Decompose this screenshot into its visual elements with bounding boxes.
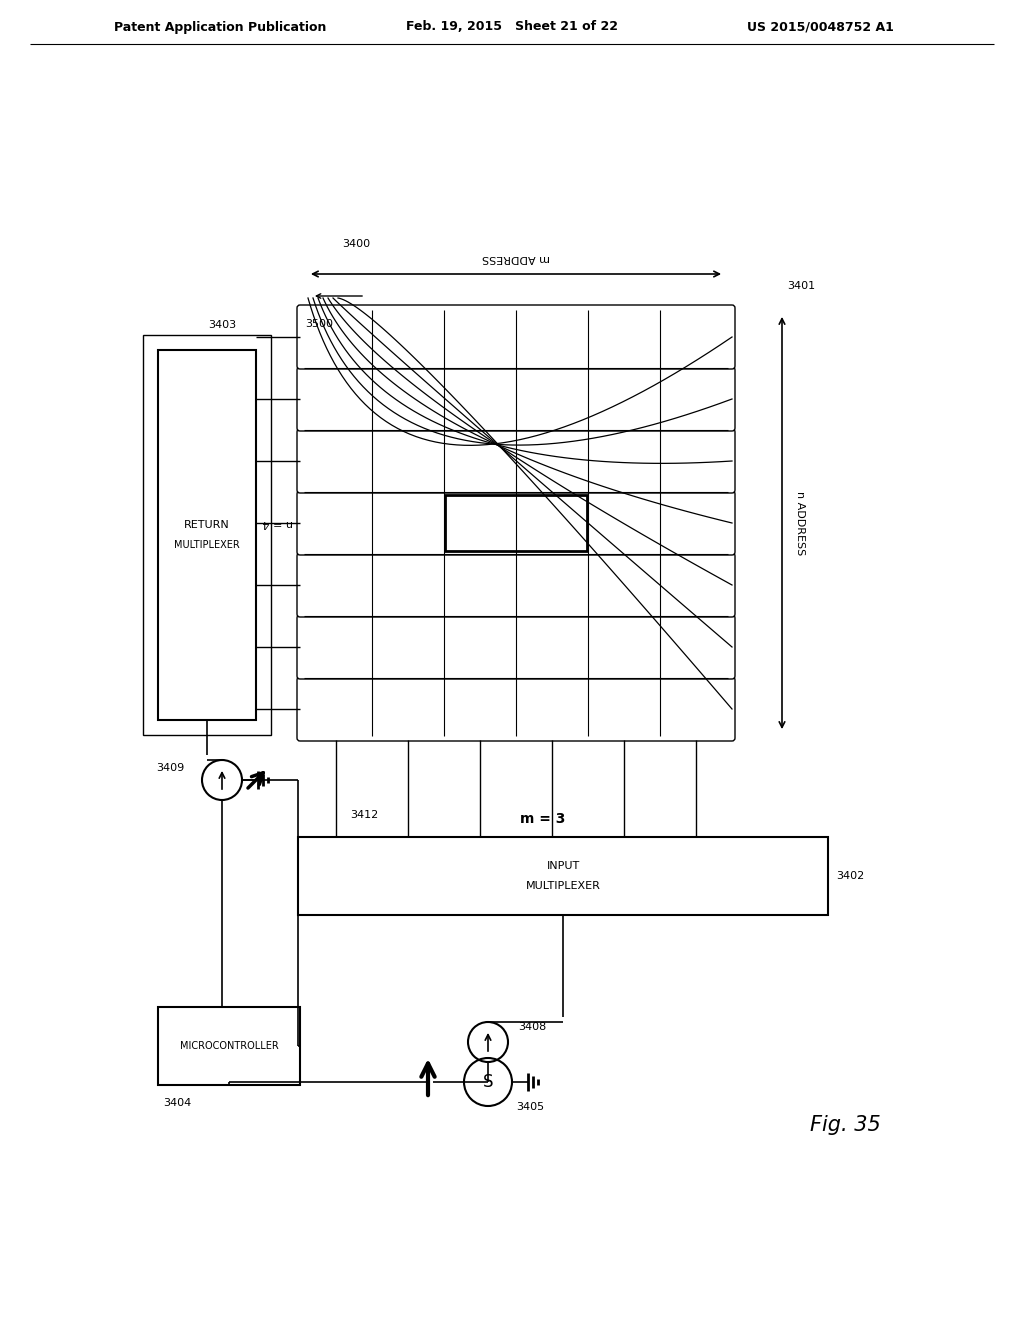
- Text: 3500: 3500: [305, 319, 333, 329]
- Text: 3409: 3409: [156, 763, 184, 774]
- Text: Feb. 19, 2015   Sheet 21 of 22: Feb. 19, 2015 Sheet 21 of 22: [406, 21, 618, 33]
- Text: Fig. 35: Fig. 35: [810, 1115, 881, 1135]
- Text: m ADDRESS: m ADDRESS: [482, 253, 550, 263]
- Text: 3403: 3403: [208, 319, 237, 330]
- Bar: [158, 350, 256, 719]
- Text: 3402: 3402: [836, 871, 864, 880]
- Text: US 2015/0048752 A1: US 2015/0048752 A1: [746, 21, 893, 33]
- Text: Patent Application Publication: Patent Application Publication: [114, 21, 327, 33]
- Text: 3401: 3401: [787, 281, 815, 290]
- FancyBboxPatch shape: [297, 305, 735, 370]
- FancyBboxPatch shape: [297, 429, 735, 492]
- FancyBboxPatch shape: [297, 367, 735, 432]
- Text: m = 3: m = 3: [520, 812, 565, 826]
- Text: 3412: 3412: [350, 810, 378, 820]
- FancyBboxPatch shape: [297, 553, 735, 616]
- Text: INPUT: INPUT: [547, 861, 580, 871]
- Bar: [298, 837, 828, 915]
- Text: 3405: 3405: [516, 1102, 544, 1111]
- Text: 3408: 3408: [518, 1022, 546, 1032]
- Text: n ADDRESS: n ADDRESS: [795, 491, 805, 556]
- Text: 3400: 3400: [342, 239, 370, 249]
- Text: MICROCONTROLLER: MICROCONTROLLER: [179, 1041, 279, 1051]
- Text: S: S: [482, 1073, 494, 1092]
- FancyBboxPatch shape: [297, 677, 735, 741]
- Text: MULTIPLEXER: MULTIPLEXER: [525, 880, 600, 891]
- Bar: [445, 495, 587, 550]
- Text: n = 4: n = 4: [263, 517, 293, 528]
- FancyBboxPatch shape: [297, 615, 735, 678]
- Bar: [143, 335, 271, 735]
- Text: 3404: 3404: [163, 1098, 191, 1107]
- FancyBboxPatch shape: [297, 491, 735, 554]
- Bar: [158, 1007, 300, 1085]
- Text: MULTIPLEXER: MULTIPLEXER: [174, 540, 240, 550]
- Text: RETURN: RETURN: [184, 520, 229, 531]
